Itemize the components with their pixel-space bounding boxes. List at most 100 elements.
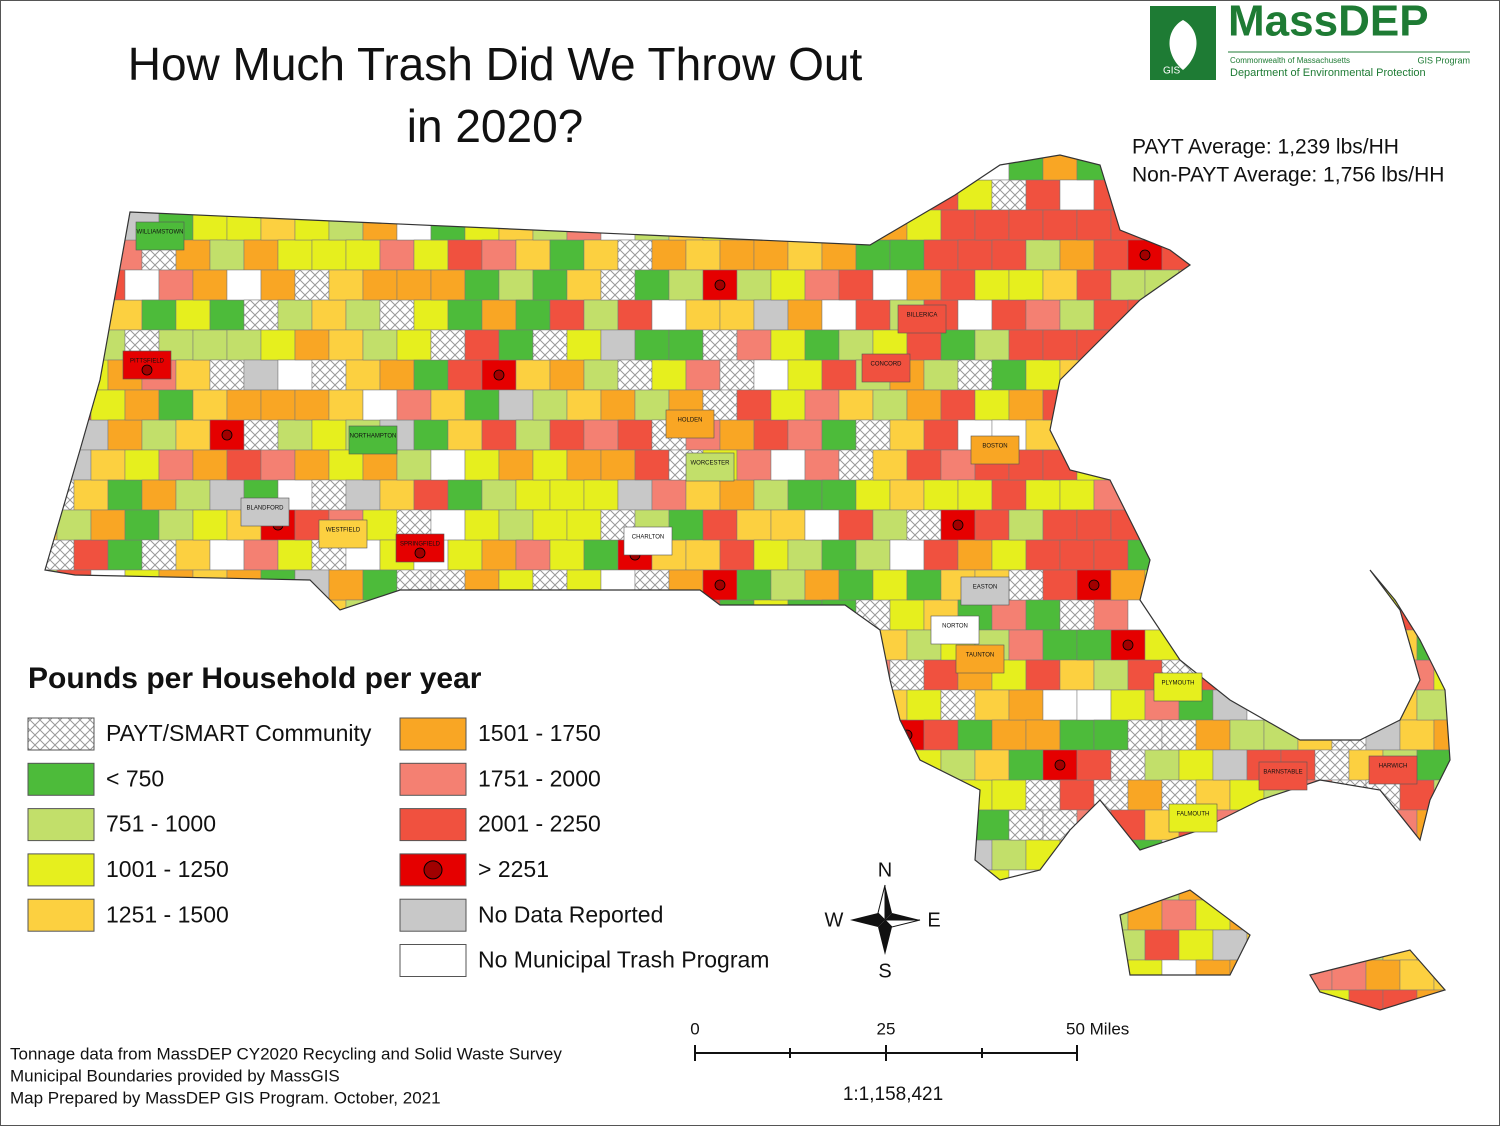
legend: PAYT/SMART Community < 750 751 - 1000 1001 … (27, 717, 769, 977)
map-region (838, 509, 874, 541)
map-region (1025, 659, 1061, 691)
logo: GIS MassDEP Commonwealth of Massachusett… (1150, 0, 1470, 80)
map-region (1059, 719, 1095, 751)
map-region (158, 389, 194, 421)
logo-name: MassDEP (1228, 0, 1429, 46)
map-region (1144, 749, 1180, 781)
map-region (838, 569, 874, 601)
map-region (583, 359, 619, 391)
map-region (923, 719, 959, 751)
map-region (991, 239, 1027, 271)
town-region (623, 526, 673, 556)
map-region (311, 479, 347, 511)
map-region (192, 389, 228, 421)
town-region (135, 221, 185, 251)
map-region (940, 389, 976, 421)
map-region (770, 509, 806, 541)
map-region (838, 389, 874, 421)
map-region (753, 479, 789, 511)
town-label: HOLDEN (677, 418, 702, 424)
map-region (957, 539, 993, 571)
map-region (1076, 749, 1112, 781)
map-region (821, 299, 857, 331)
map-region (430, 449, 466, 481)
map-region (141, 539, 177, 571)
map-region (73, 479, 109, 511)
map-region (1008, 569, 1044, 601)
map-region (396, 269, 432, 301)
source-note: Municipal Boundaries provided by MassGIS (10, 1066, 340, 1085)
title-line: in 2020? (407, 100, 584, 152)
map-region (923, 479, 959, 511)
region-marker (1054, 759, 1066, 771)
map-region (464, 389, 500, 421)
map-region (158, 449, 194, 481)
town-region (685, 452, 735, 482)
legend-label: 751 - 1000 (106, 811, 216, 837)
map-region (243, 539, 279, 571)
map-region (515, 419, 551, 451)
town-region (318, 519, 368, 549)
map-region (991, 719, 1027, 751)
map-region (1144, 929, 1180, 961)
map-region (447, 239, 483, 271)
map-region (294, 449, 330, 481)
map-region (991, 299, 1027, 331)
map-region (260, 449, 296, 481)
map-region (770, 569, 806, 601)
map-region (838, 449, 874, 481)
map-region (719, 299, 755, 331)
map-region (175, 299, 211, 331)
town-label: WILLIAMSTOWN (137, 230, 184, 236)
map-region (56, 509, 92, 541)
map-region (532, 329, 568, 361)
logo-badge-text: GIS (1163, 66, 1181, 77)
map-region (651, 239, 687, 271)
map-region (413, 299, 449, 331)
map-region (413, 479, 449, 511)
source-note: Tonnage data from MassDEP CY2020 Recycli… (10, 1044, 562, 1063)
map-region (243, 419, 279, 451)
map-region (396, 329, 432, 361)
map-region (889, 479, 925, 511)
map-region (73, 539, 109, 571)
map-region (940, 449, 976, 481)
map-region (804, 509, 840, 541)
town-label: PLYMOUTH (1162, 681, 1195, 687)
map-region (940, 209, 976, 241)
compass: N S E W (825, 859, 941, 982)
map-region (430, 389, 466, 421)
map-region (1042, 209, 1078, 241)
map-region (940, 689, 976, 721)
town-label: HARWICH (1379, 764, 1408, 770)
map-region (753, 359, 789, 391)
map-region (192, 269, 228, 301)
map-region (668, 509, 704, 541)
map-region (1042, 329, 1078, 361)
town-label: WORCESTER (691, 461, 731, 467)
map-region (379, 359, 415, 391)
map-region (906, 269, 942, 301)
map-region (770, 269, 806, 301)
map-region (277, 359, 313, 391)
map-region (634, 389, 670, 421)
town-label: BARNSTABLE (1263, 770, 1302, 776)
map-region (855, 539, 891, 571)
map-region (1093, 659, 1129, 691)
map-region (226, 389, 262, 421)
compass-label: E (927, 909, 940, 931)
map-region (1008, 809, 1044, 841)
map-region (175, 419, 211, 451)
town-region (861, 353, 911, 383)
map-region (481, 539, 517, 571)
map-region (889, 659, 925, 691)
region-marker (1088, 579, 1100, 591)
map-region (821, 539, 857, 571)
logo-text: Commonwealth of Massachusetts (1230, 56, 1350, 65)
map-region (447, 299, 483, 331)
map-region (685, 299, 721, 331)
map-region (345, 479, 381, 511)
map-region (634, 329, 670, 361)
map-region (1076, 209, 1112, 241)
map-region (226, 269, 262, 301)
